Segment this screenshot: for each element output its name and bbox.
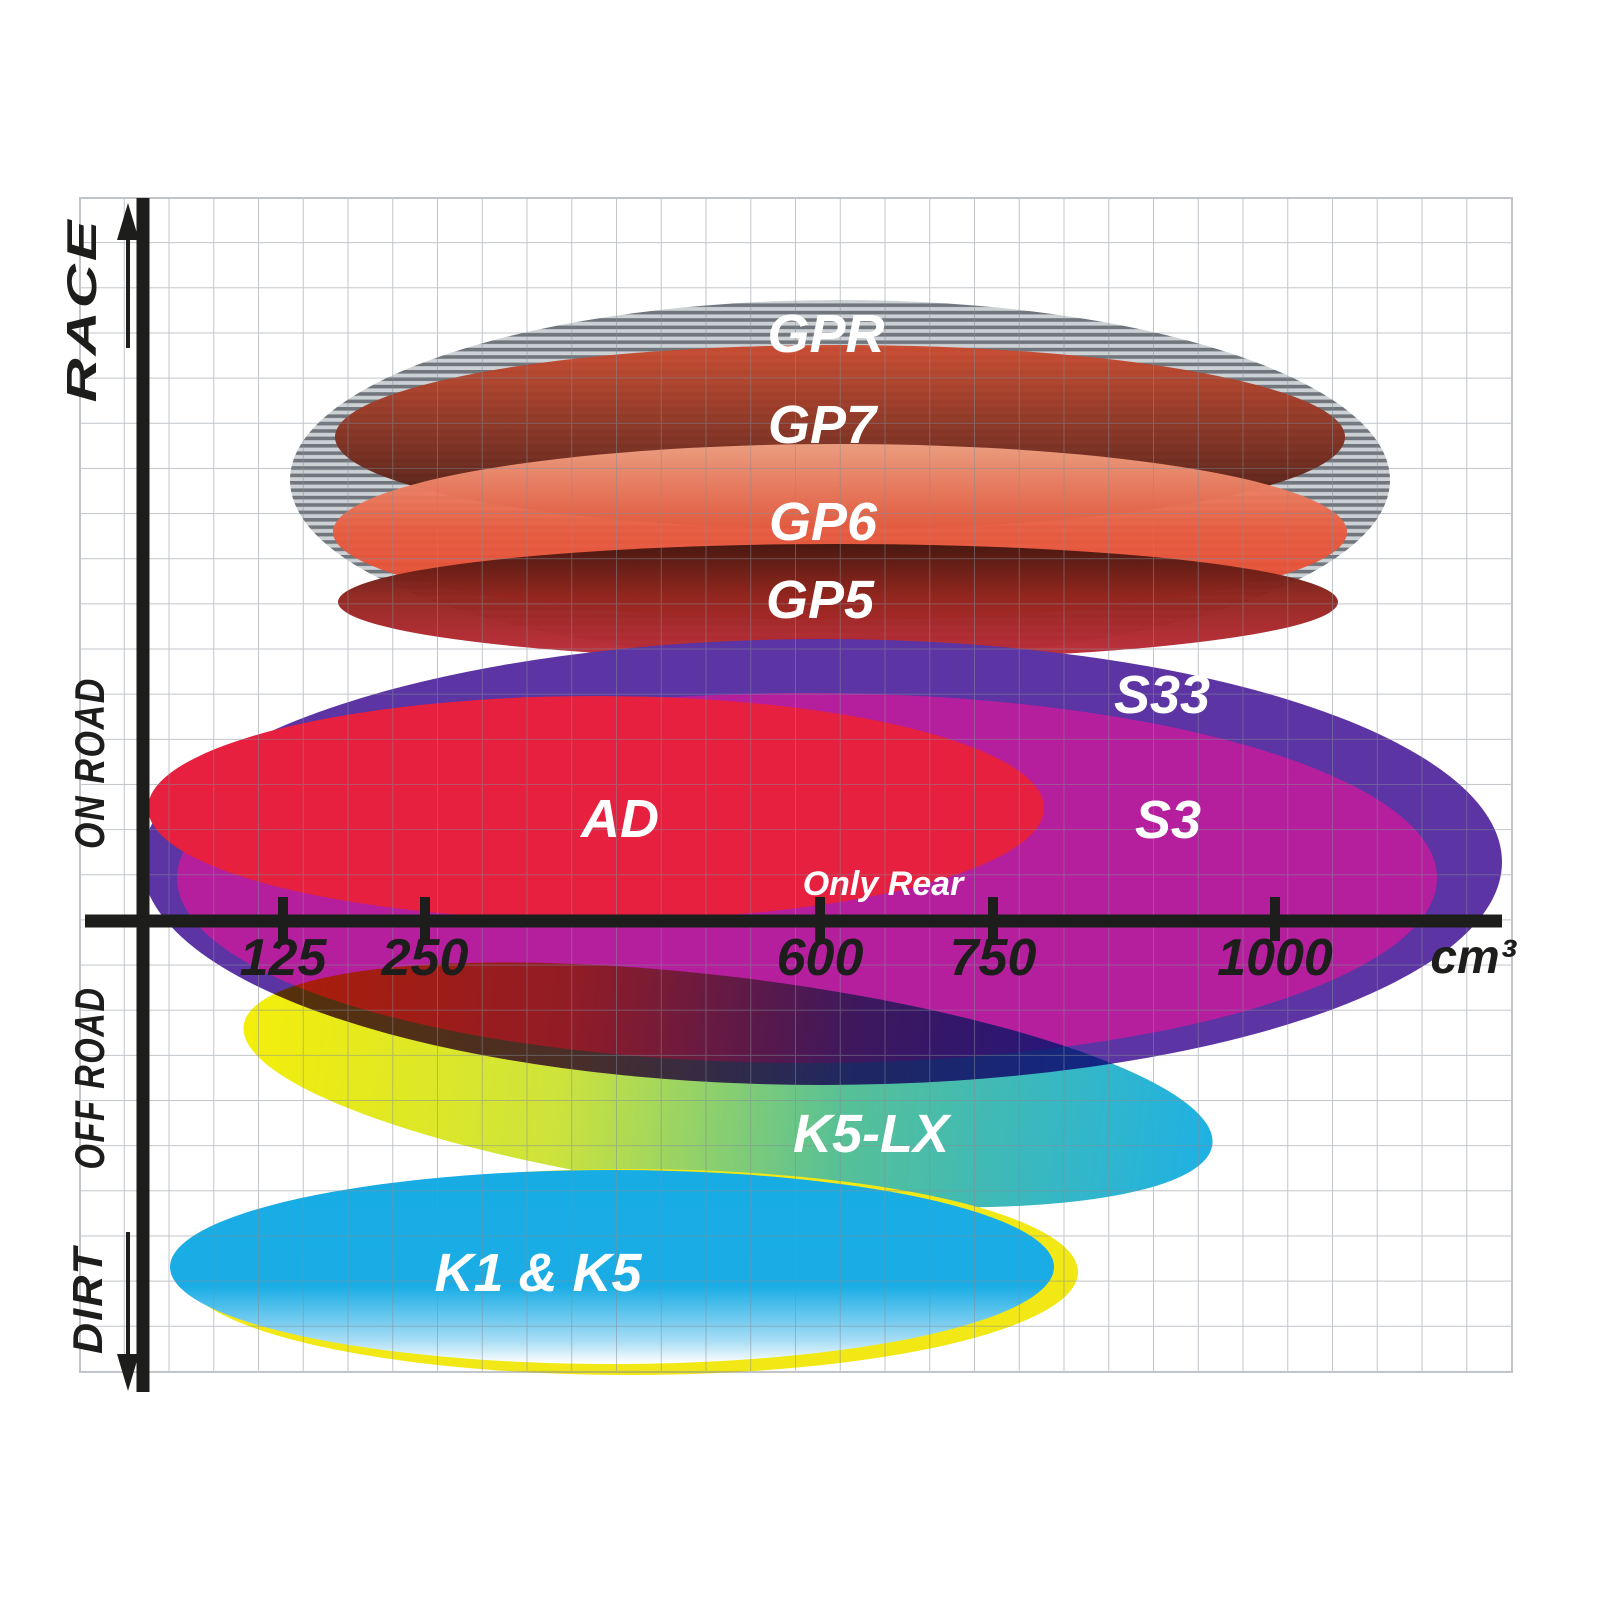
axes — [85, 198, 1502, 1392]
grid-overlay — [79, 197, 1513, 1373]
region-labels: GPR GP7 GP6 GP5 S33 S3 AD Only Rear K5-L… — [434, 304, 1210, 1303]
label-gp6: GP6 — [769, 492, 878, 552]
zone-label-dirt: DIRT — [64, 1245, 111, 1354]
y-zone-labels: RACE ON ROAD OFF ROAD DIRT — [58, 203, 139, 1391]
tick-label-1000: 1000 — [1217, 929, 1333, 987]
label-s33: S33 — [1114, 665, 1210, 725]
label-gpr: GPR — [767, 304, 884, 364]
tick-label-600: 600 — [777, 929, 864, 987]
x-tick-labels: 125 250 600 750 1000 cm³ — [240, 929, 1518, 987]
label-only-rear: Only Rear — [803, 865, 965, 903]
dirt-down-arrow — [117, 1232, 139, 1391]
label-ad: AD — [579, 789, 659, 849]
x-axis-ticks — [278, 897, 1280, 941]
label-gp7: GP7 — [768, 395, 879, 455]
tick-label-250: 250 — [381, 929, 469, 987]
x-axis-unit-label: cm³ — [1430, 931, 1517, 984]
label-s3: S3 — [1135, 790, 1201, 850]
label-gp5: GP5 — [766, 570, 875, 630]
tick-label-750: 750 — [950, 929, 1037, 987]
race-up-arrow — [117, 203, 139, 348]
label-k5lx: K5-LX — [793, 1104, 952, 1164]
label-k1-k5: K1 & K5 — [434, 1243, 642, 1303]
zone-label-on-road: ON ROAD — [66, 677, 113, 849]
zone-label-off-road: OFF ROAD — [66, 987, 113, 1170]
tick-label-125: 125 — [240, 929, 328, 987]
zone-label-race: RACE — [58, 218, 105, 403]
